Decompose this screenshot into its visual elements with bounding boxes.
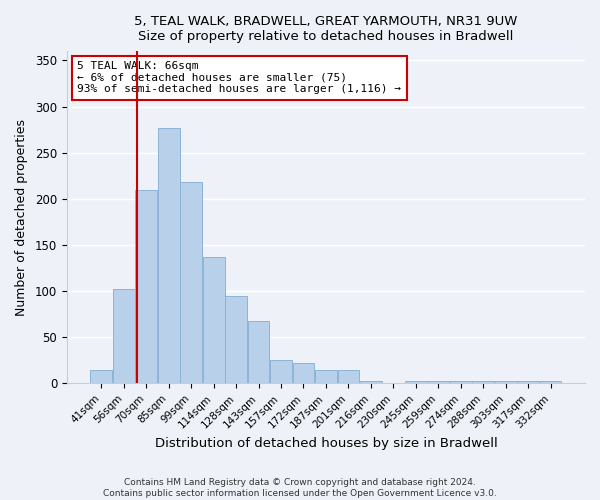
Bar <box>225 296 247 384</box>
Bar <box>539 380 562 384</box>
Bar <box>450 380 472 384</box>
Title: 5, TEAL WALK, BRADWELL, GREAT YARMOUTH, NR31 9UW
Size of property relative to de: 5, TEAL WALK, BRADWELL, GREAT YARMOUTH, … <box>134 15 518 43</box>
X-axis label: Distribution of detached houses by size in Bradwell: Distribution of detached houses by size … <box>155 437 497 450</box>
Bar <box>181 182 202 384</box>
Bar <box>338 370 359 384</box>
Bar <box>158 128 179 384</box>
Bar <box>136 190 157 384</box>
Bar <box>91 370 112 384</box>
Bar <box>113 290 135 384</box>
Bar <box>270 360 292 384</box>
Bar <box>405 380 427 384</box>
Bar <box>360 380 382 384</box>
Text: 5 TEAL WALK: 66sqm
← 6% of detached houses are smaller (75)
93% of semi-detached: 5 TEAL WALK: 66sqm ← 6% of detached hous… <box>77 61 401 94</box>
Y-axis label: Number of detached properties: Number of detached properties <box>15 119 28 316</box>
Bar <box>248 320 269 384</box>
Bar <box>472 380 494 384</box>
Bar <box>315 370 337 384</box>
Bar <box>203 257 224 384</box>
Text: Contains HM Land Registry data © Crown copyright and database right 2024.
Contai: Contains HM Land Registry data © Crown c… <box>103 478 497 498</box>
Bar <box>427 380 449 384</box>
Bar <box>517 380 539 384</box>
Bar <box>293 363 314 384</box>
Bar <box>495 380 517 384</box>
